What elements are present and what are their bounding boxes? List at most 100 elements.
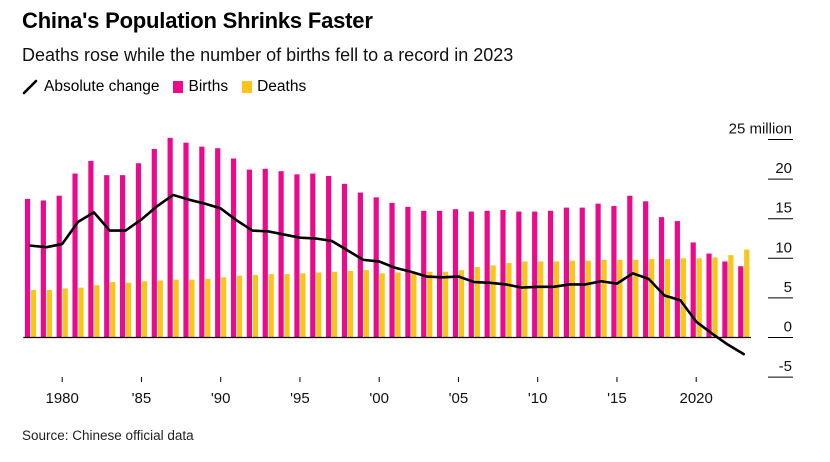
bar-deaths-2013: [585, 260, 591, 338]
bar-births-1985: [135, 163, 142, 338]
y-tick-label-10: 10: [775, 239, 792, 256]
legend-item-absolute-change: Absolute change: [22, 78, 159, 96]
bar-deaths-2017: [649, 259, 655, 338]
bar-births-1979: [40, 200, 46, 338]
bar-deaths-2000: [379, 273, 385, 338]
bar-births-1981: [72, 173, 78, 338]
legend-swatch-deaths: [242, 81, 253, 93]
bar-births-2022: [722, 261, 728, 338]
bar-deaths-1999: [363, 270, 369, 338]
bar-births-1997: [326, 175, 332, 338]
bar-births-2014: [595, 203, 601, 338]
bar-deaths-2018: [664, 259, 671, 338]
legend-swatch-births: [173, 81, 184, 93]
bar-deaths-1978: [30, 289, 37, 338]
bar-deaths-1988: [189, 279, 195, 338]
legend-item-births: Births: [173, 78, 228, 96]
bar-births-2020: [690, 242, 696, 338]
bar-births-2004: [437, 210, 443, 338]
bar-births-1992: [246, 169, 252, 338]
bar-deaths-1997: [332, 271, 338, 338]
bar-births-2023: [738, 266, 744, 338]
bar-births-1980: [56, 195, 62, 338]
bar-deaths-2003: [427, 271, 433, 338]
bar-deaths-2010: [538, 261, 544, 338]
bar-deaths-1998: [347, 270, 354, 338]
bar-births-2000: [373, 197, 379, 338]
y-tick-label--5: -5: [779, 358, 792, 375]
legend-label-deaths: Deaths: [257, 78, 307, 95]
bar-births-1993: [262, 168, 268, 338]
bar-births-2001: [389, 202, 395, 338]
bar-births-1987: [167, 137, 173, 338]
bar-births-1989: [199, 146, 205, 338]
bar-deaths-2005: [458, 270, 465, 338]
bar-deaths-1993: [268, 274, 274, 338]
bar-births-2012: [563, 207, 569, 338]
bar-deaths-1990: [221, 277, 227, 338]
bar-births-1995: [294, 174, 300, 338]
x-tick-label-2005: '05: [449, 390, 469, 407]
bar-births-1984: [120, 175, 126, 338]
bar-births-2007: [484, 210, 490, 338]
x-tick-label-2015: '15: [607, 390, 627, 407]
bar-births-2010: [532, 211, 538, 338]
bar-deaths-1982: [94, 285, 100, 338]
y-tick-label-0: 0: [784, 319, 792, 336]
bar-births-2017: [643, 201, 649, 338]
bar-births-1978: [24, 198, 31, 338]
y-tick-label-20: 20: [775, 160, 792, 177]
bar-deaths-1985: [141, 281, 148, 338]
bar-births-1996: [310, 173, 316, 338]
bar-deaths-1986: [157, 280, 163, 338]
x-tick-label-2020: 2020: [680, 390, 713, 407]
legend-item-deaths: Deaths: [242, 78, 306, 96]
bar-deaths-1992: [252, 274, 258, 338]
legend-line-icon: [22, 79, 38, 95]
bar-deaths-1994: [284, 274, 290, 338]
bar-births-2008: [500, 209, 506, 338]
bar-deaths-1981: [78, 287, 84, 338]
bar-deaths-1996: [316, 272, 322, 338]
bar-births-1986: [151, 149, 157, 338]
bar-deaths-2006: [474, 267, 480, 338]
bar-births-2013: [579, 207, 585, 338]
bar-deaths-2016: [633, 259, 639, 338]
bar-births-2005: [452, 209, 459, 338]
bar-deaths-2020: [696, 258, 702, 338]
bar-births-2011: [547, 210, 554, 338]
y-tick-label-5: 5: [784, 279, 792, 296]
y-tick-label-15: 15: [775, 200, 792, 217]
chart-subtitle: Deaths rose while the number of births f…: [22, 45, 514, 65]
bar-deaths-1984: [126, 282, 132, 338]
x-tick-label-1990: '90: [211, 390, 231, 407]
bar-births-1983: [104, 175, 110, 338]
bar-deaths-2022: [728, 255, 734, 338]
bar-deaths-2019: [680, 258, 686, 338]
bar-deaths-2023: [744, 249, 750, 338]
bar-deaths-2007: [490, 265, 496, 338]
bar-births-1998: [341, 183, 348, 338]
bar-births-1994: [278, 171, 284, 338]
bar-births-2016: [627, 195, 633, 338]
bar-deaths-2015: [617, 259, 623, 338]
bar-births-2006: [468, 211, 474, 338]
bar-deaths-1979: [46, 289, 52, 338]
x-tick-label-1980: 1980: [46, 390, 79, 407]
bar-deaths-1980: [62, 288, 68, 338]
bar-births-1990: [215, 148, 221, 338]
legend-label-births: Births: [188, 78, 229, 95]
bar-deaths-2008: [506, 263, 512, 338]
bar-births-1982: [88, 160, 94, 338]
bar-deaths-1983: [110, 282, 116, 338]
legend-label-absolute-change: Absolute change: [44, 78, 160, 95]
bar-births-1988: [183, 142, 189, 338]
bar-deaths-2011: [553, 261, 560, 338]
bar-births-1991: [230, 158, 237, 338]
bar-deaths-1991: [236, 275, 243, 338]
bar-births-2009: [516, 211, 522, 338]
bar-births-1999: [357, 192, 363, 338]
bar-deaths-2014: [601, 259, 607, 338]
x-tick-label-2010: '10: [528, 390, 548, 407]
